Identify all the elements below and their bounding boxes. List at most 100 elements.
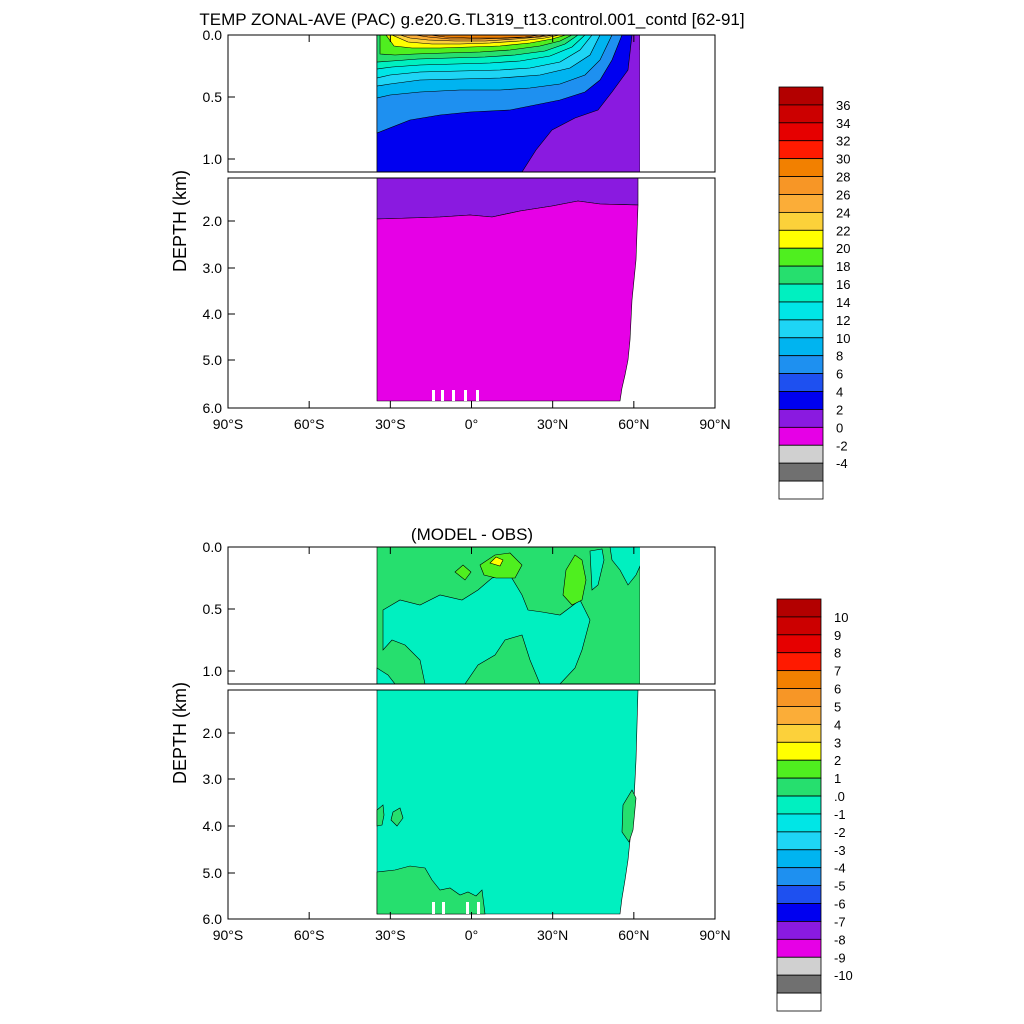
contour-fill-neg1to0-tongue xyxy=(382,574,591,684)
x-tick-label: 30°N xyxy=(537,416,568,432)
colorbar-swatch xyxy=(778,319,824,339)
colorbar-label: 26 xyxy=(836,187,850,202)
colorbar-label: -5 xyxy=(834,879,846,894)
colorbar-label: 32 xyxy=(836,134,850,149)
colorbar-label: 30 xyxy=(836,152,850,167)
x-tick-label: 90°S xyxy=(213,927,244,943)
colorbar-swatch xyxy=(778,337,824,357)
colorbar-label: -8 xyxy=(834,932,846,947)
y-tick-label: 1.0 xyxy=(203,151,223,167)
colorbar-swatch xyxy=(778,122,824,142)
seafloor-gaps xyxy=(432,902,480,914)
colorbar-label: -4 xyxy=(836,456,848,471)
colorbar-label: 20 xyxy=(836,241,850,256)
colorbar-label: 14 xyxy=(836,295,850,310)
colorbar-label: 3 xyxy=(834,735,841,750)
colorbar-label: 4 xyxy=(834,717,841,732)
colorbar-swatch xyxy=(776,938,822,958)
colorbar-swatch xyxy=(776,992,822,1012)
y-tick-label: 6.0 xyxy=(203,911,223,927)
colorbar-label: -7 xyxy=(834,914,846,929)
colorbar-swatch xyxy=(778,355,824,375)
y-tick-label: 2.0 xyxy=(203,213,223,229)
colorbar-swatch xyxy=(778,104,824,124)
colorbar-swatch xyxy=(776,921,822,940)
colorbar-label: 16 xyxy=(836,277,850,292)
colorbar-label: 22 xyxy=(836,223,850,238)
colorbar-swatch xyxy=(776,777,822,797)
y-tick-label: 1.0 xyxy=(203,663,223,679)
lower-panel-contours xyxy=(376,178,639,402)
colorbar-swatch xyxy=(776,849,822,869)
colorbar-label: 1 xyxy=(834,771,841,786)
contour-fill-28to30 xyxy=(429,35,541,39)
y-axis-ticks: 0.0 0.5 1.0 2.0 3.0 4.0 5.0 6.0 xyxy=(203,27,235,416)
colorbar-swatch xyxy=(778,86,824,106)
colorbar-swatch xyxy=(776,616,822,636)
y-axis-label: DEPTH (km) xyxy=(170,682,190,784)
x-tick-label: 0° xyxy=(465,416,478,432)
colorbar-label: -4 xyxy=(834,861,846,876)
colorbar-label: 24 xyxy=(836,205,850,220)
chart-title: TEMP ZONAL-AVE (PAC) g.e20.G.TL319_t13.c… xyxy=(199,10,744,29)
colorbar-swatch xyxy=(778,426,824,446)
land-mask-north xyxy=(640,35,715,172)
colorbar-label: -9 xyxy=(834,950,846,965)
x-tick-label: 60°N xyxy=(618,927,649,943)
colorbar-swatch xyxy=(778,158,824,177)
chart-title: (MODEL - OBS) xyxy=(411,525,533,544)
contour-fill-0to1-west xyxy=(376,804,404,827)
colorbar-label: 8 xyxy=(836,349,843,364)
colorbar-swatch xyxy=(776,741,822,761)
difference-chart: (MODEL - OBS) 0.00.51.02.03.04.05.06.0 9… xyxy=(170,525,853,1012)
x-tick-label: 30°S xyxy=(375,927,406,943)
x-tick-label: 90°S xyxy=(213,416,244,432)
colorbar-swatch xyxy=(776,795,822,815)
colorbar-swatch xyxy=(778,444,824,464)
x-tick-label: 60°S xyxy=(294,416,325,432)
colorbar-label: 8 xyxy=(834,646,841,661)
colorbar-swatch xyxy=(776,688,822,707)
colorbar-label: -2 xyxy=(834,825,846,840)
seafloor-gaps xyxy=(432,390,479,401)
y-tick-label: 4.0 xyxy=(203,306,223,322)
colorbar-swatch xyxy=(776,974,822,994)
colorbar-swatch xyxy=(776,652,822,672)
colorbar-swatch xyxy=(778,229,824,249)
colorbar-label: 5 xyxy=(834,699,841,714)
colorbar-label: 2 xyxy=(836,402,843,417)
colorbar-swatch xyxy=(776,723,822,743)
colorbar-label: -3 xyxy=(834,843,846,858)
colorbar-swatch xyxy=(776,706,822,725)
colorbar-label: 28 xyxy=(836,170,850,185)
colorbar-swatch xyxy=(778,140,824,160)
colorbar-swatch xyxy=(778,301,824,321)
x-tick-label: 90°N xyxy=(699,416,730,432)
temperature-chart: TEMP ZONAL-AVE (PAC) g.e20.G.TL319_t13.c… xyxy=(170,10,850,500)
colorbar-label: 18 xyxy=(836,259,850,274)
y-tick-label: 2.0 xyxy=(203,725,223,741)
upper-panel-contours xyxy=(376,547,715,684)
colorbar-label: 10 xyxy=(834,610,848,625)
colorbar-swatch xyxy=(778,283,824,303)
colorbar-swatch xyxy=(776,903,822,922)
colorbar-label: 9 xyxy=(834,628,841,643)
contour-fill-0to2-deep xyxy=(376,200,639,402)
colorbar-swatch xyxy=(778,194,824,213)
colorbar-swatch xyxy=(776,813,822,833)
colorbar-swatch xyxy=(776,634,822,654)
colorbar-label: 2 xyxy=(834,753,841,768)
colorbar-swatch xyxy=(778,176,824,195)
colorbar-label: -2 xyxy=(836,438,848,453)
x-axis-ticks: 90°S 60°S 30°S 0° 30°N 60°N 90°N xyxy=(213,547,731,943)
contour-fill-neg1to0-south xyxy=(376,667,396,684)
colorbar-swatch xyxy=(778,247,824,267)
colorbar-swatch xyxy=(776,598,822,618)
y-tick-label: 0.5 xyxy=(203,601,223,617)
colorbar-swatch xyxy=(778,480,824,500)
land-mask-north xyxy=(640,547,715,684)
colorbar-label: -10 xyxy=(834,968,853,983)
colorbar-swatch xyxy=(778,409,824,428)
colorbar-label: 6 xyxy=(836,367,843,382)
